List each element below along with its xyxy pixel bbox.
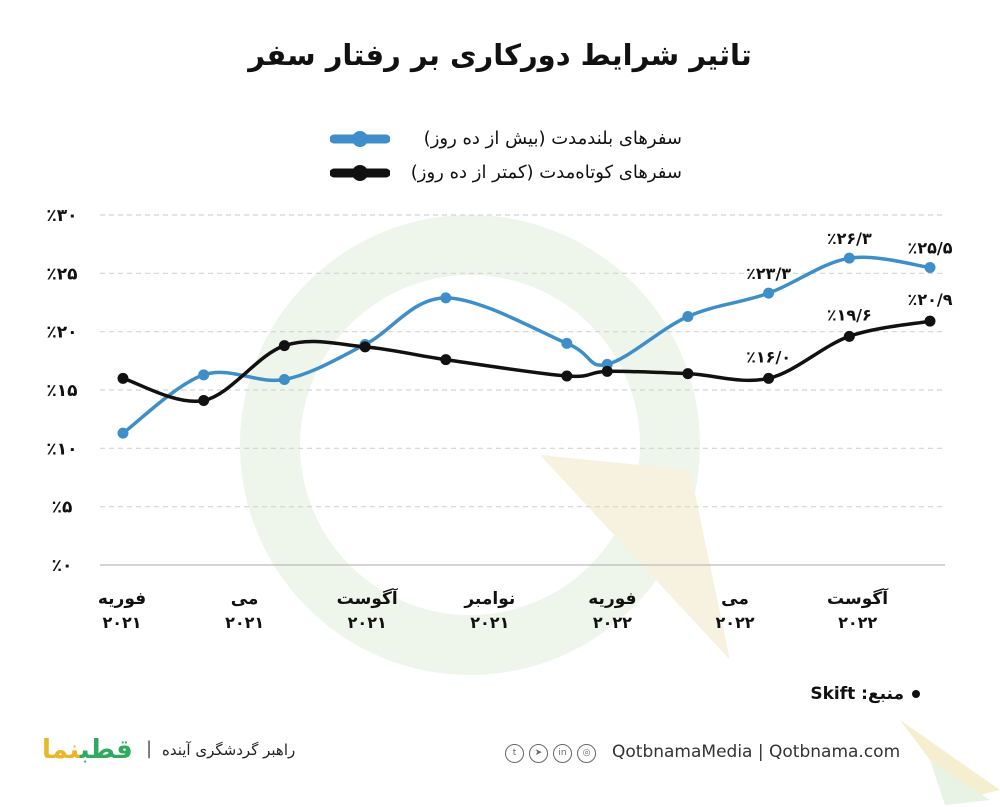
x-tick-month: فوریه — [98, 589, 146, 609]
legend-item-short-trips: سفرهای کوتاه‌مدت (کمتر از ده روز) — [330, 160, 750, 190]
y-tick-label: ٪۳۰ — [46, 206, 77, 226]
data-point — [843, 252, 855, 264]
x-tick-year: ۲۰۲۱ — [102, 613, 141, 632]
data-point — [763, 287, 775, 299]
data-point — [924, 315, 936, 327]
legend-label: سفرهای بلندمدت (بیش از ده روز) — [423, 128, 682, 149]
data-point — [440, 354, 452, 366]
x-tick-month: نوامبر — [463, 589, 515, 609]
x-tick-year: ۲۰۲۲ — [838, 613, 877, 632]
x-tick-year: ۲۰۲۱ — [348, 613, 387, 632]
website-link[interactable]: Qotbnama.com — [769, 742, 901, 762]
data-point — [682, 368, 694, 380]
data-point — [763, 372, 775, 384]
data-label: ٪۲۵/۵ — [908, 239, 953, 258]
data-point — [359, 341, 371, 353]
instagram-icon[interactable]: ◎ — [577, 744, 596, 763]
legend-swatch-black — [330, 165, 390, 181]
chart-title: تاثیر شرایط دورکاری بر رفتار سفر — [248, 38, 752, 72]
data-point — [682, 311, 694, 322]
x-tick-year: ۲۰۲۱ — [225, 613, 264, 632]
data-label: ٪۲۳/۳ — [746, 264, 791, 283]
bullet-icon — [912, 690, 920, 698]
y-tick-label: ٪۱۵ — [46, 381, 77, 401]
legend-label: سفرهای کوتاه‌مدت (کمتر از ده روز) — [410, 162, 682, 183]
social-icons: t ➤ in ◎ — [505, 743, 601, 763]
data-point — [440, 292, 452, 304]
data-point — [198, 369, 210, 381]
data-label: ٪۲۰/۹ — [908, 290, 953, 309]
data-point — [843, 330, 855, 342]
y-tick-label: ٪۱۰ — [46, 439, 77, 459]
data-point — [278, 374, 290, 385]
brand-logo: قطبنما — [42, 735, 133, 765]
x-tick-year: ۲۰۲۱ — [470, 613, 509, 632]
data-point — [117, 427, 129, 439]
x-tick-year: ۲۰۲۲ — [593, 613, 632, 632]
data-label: ٪۱۶/۰ — [746, 347, 791, 366]
series-line-1 — [122, 319, 931, 404]
x-tick-month: می — [231, 589, 259, 609]
footer-separator: | — [146, 738, 153, 759]
data-label: ٪۲۶/۳ — [827, 229, 872, 248]
data-label: ٪۱۹/۶ — [827, 305, 872, 324]
data-point — [117, 372, 129, 384]
x-tick-year: ۲۰۲۲ — [715, 613, 754, 632]
y-tick-label: ٪۲۰ — [46, 323, 77, 343]
logo-text: قطبنما — [42, 735, 133, 765]
data-point — [601, 365, 613, 377]
y-tick-label: ٪۰ — [52, 556, 73, 576]
data-point — [278, 340, 290, 352]
x-tick-month: فوریه — [588, 589, 636, 609]
data-point — [198, 395, 210, 406]
linkedin-icon[interactable]: in — [553, 744, 572, 763]
source-note: منبع: Skift — [810, 684, 920, 704]
x-tick-month: می — [721, 589, 749, 609]
x-tick-month: آگوست — [827, 587, 889, 609]
source-label: منبع: — [861, 684, 904, 704]
legend-swatch-blue — [330, 131, 390, 147]
data-point — [561, 337, 573, 349]
series-line-0 — [121, 255, 931, 435]
legend-item-long-trips: سفرهای بلندمدت (بیش از ده روز) — [330, 126, 750, 156]
social-handle[interactable]: QotbnamaMedia — [612, 742, 753, 762]
y-tick-label: ٪۵ — [52, 498, 73, 518]
data-point — [561, 370, 573, 382]
twitter-icon[interactable]: t — [505, 744, 524, 763]
x-tick-month: آگوست — [337, 587, 399, 609]
site-separator: | — [757, 742, 764, 762]
telegram-icon[interactable]: ➤ — [529, 744, 548, 763]
footer-handles: QotbnamaMedia | Qotbnama.com — [612, 742, 900, 762]
brand-tagline: راهبر گردشگری آینده — [162, 741, 296, 759]
source-value: Skift — [810, 684, 856, 704]
y-tick-label: ٪۲۵ — [46, 264, 77, 284]
data-point — [924, 262, 936, 273]
